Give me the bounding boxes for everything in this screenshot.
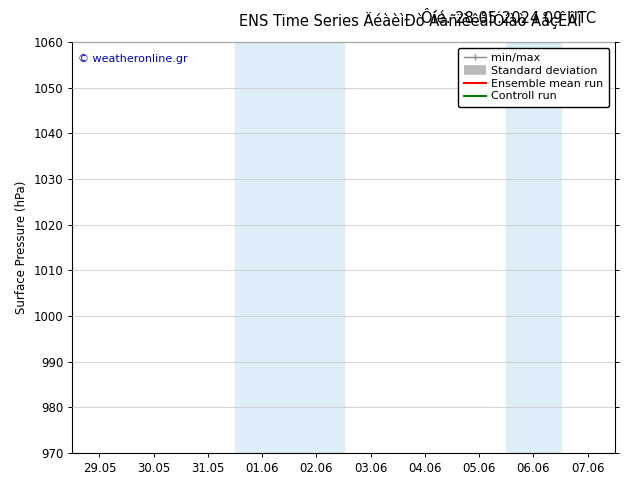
Bar bbox=[235, 42, 344, 453]
Text: © weatheronline.gr: © weatheronline.gr bbox=[78, 54, 188, 64]
Text: Ôíé. 28.05.2024 09 UTC: Ôíé. 28.05.2024 09 UTC bbox=[421, 11, 597, 26]
Y-axis label: Surface Pressure (hPa): Surface Pressure (hPa) bbox=[15, 181, 28, 314]
Text: ENS Time Series ÄéàèìÐò ÁàñïèêåÎÓíàò ÁåçÊÂÏ: ENS Time Series ÄéàèìÐò ÁàñïèêåÎÓíàò Áåç… bbox=[239, 11, 582, 29]
Bar bbox=[507, 42, 560, 453]
Legend: min/max, Standard deviation, Ensemble mean run, Controll run: min/max, Standard deviation, Ensemble me… bbox=[458, 48, 609, 107]
